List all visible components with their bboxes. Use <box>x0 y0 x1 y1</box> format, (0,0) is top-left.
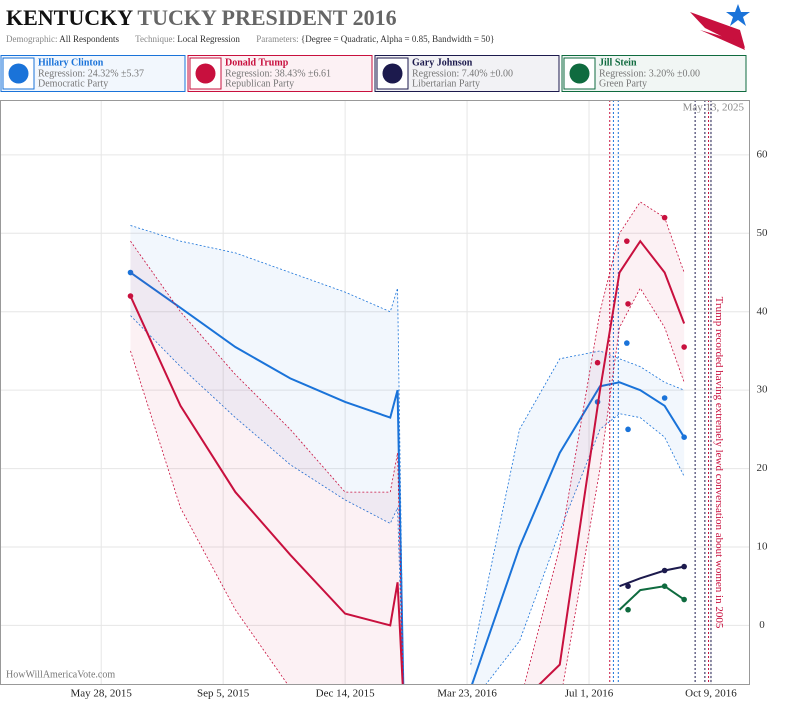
x-tick-label: Jul 1, 2016 <box>565 688 614 700</box>
confidence-band <box>130 225 404 685</box>
logo <box>690 4 750 50</box>
x-tick-label: Mar 23, 2016 <box>437 688 497 700</box>
legend-icon-mark <box>382 63 403 84</box>
y-tick-label: 50 <box>757 227 769 239</box>
legend-party: Libertarian Party <box>412 78 480 89</box>
poll-point <box>625 583 631 589</box>
poll-point <box>681 596 687 603</box>
trend-line <box>618 585 685 611</box>
plot <box>127 100 712 685</box>
trend-line <box>537 239 686 685</box>
band-edge <box>130 315 404 685</box>
poll-point <box>681 563 687 570</box>
y-tick-label: 20 <box>757 462 769 474</box>
legend-party: Democratic Party <box>38 78 108 89</box>
poll-point <box>625 606 631 613</box>
legend-regression: Regression: 24.32% ±5.37 <box>38 68 144 79</box>
confidence-band <box>524 201 685 685</box>
poll-point <box>681 434 687 440</box>
x-tick-label: May 28, 2015 <box>71 688 133 700</box>
poll-point <box>127 269 134 276</box>
plot-frame <box>0 100 750 685</box>
legend-icon-mark <box>195 63 216 84</box>
y-tick-label: 60 <box>757 148 769 160</box>
confidence-band <box>130 241 404 685</box>
legend-icon-mark <box>8 63 29 84</box>
poll-point <box>661 567 668 574</box>
band-edge <box>470 350 685 665</box>
poll-point <box>661 583 668 589</box>
trend-line <box>129 295 404 685</box>
label: Demographic: <box>6 34 57 44</box>
poll-point <box>127 293 134 299</box>
trend-line <box>129 271 405 685</box>
trend-line <box>470 381 685 685</box>
subtitle: Demographic: All Respondents Technique: … <box>6 34 495 44</box>
watermark: HowWillAmericaVote.com <box>6 669 115 680</box>
poll-point <box>594 359 601 366</box>
legend-regression: Regression: 38.43% ±6.61 <box>225 68 331 79</box>
poll-point <box>625 301 631 307</box>
poll-point <box>624 238 630 244</box>
trend-line <box>619 565 685 588</box>
title: KENTUCKY TUCKY PRESIDENT 2016 <box>6 5 397 30</box>
x-tick-label: Oct 9, 2016 <box>685 688 737 700</box>
title-rest: TUCKY PRESIDENT 2016 <box>137 5 396 30</box>
legend-name: Jill Stein <box>599 57 637 68</box>
poll-point <box>661 214 668 221</box>
band-edge <box>562 287 685 685</box>
date-label: May 13, 2025 <box>683 102 745 114</box>
value: Local Regression <box>177 34 240 44</box>
legend-regression: Regression: 7.40% ±0.00 <box>412 68 513 79</box>
legend-party: Republican Party <box>225 78 294 89</box>
label: Technique: <box>135 34 175 44</box>
poll-point <box>681 344 687 350</box>
legend-name: Donald Trump <box>225 57 289 68</box>
band-edge <box>130 225 404 685</box>
event-label: Trump recorded having extremely lewd con… <box>713 297 725 629</box>
value: {Degree = Quadratic, Alpha = 0.85, Bandw… <box>301 34 495 44</box>
band-edge <box>130 240 404 685</box>
title-bold: KENTUCKY <box>6 5 133 30</box>
poll-point <box>661 395 668 401</box>
x-tick-label: Dec 14, 2015 <box>316 688 375 700</box>
y-tick-label: 0 <box>759 619 765 631</box>
x-tick-label: Sep 5, 2015 <box>197 688 250 700</box>
band-edge <box>523 201 685 685</box>
confidence-band <box>470 350 685 685</box>
y-tick-label: 30 <box>757 384 769 396</box>
legend-name: Hillary Clinton <box>38 57 104 68</box>
legend-icon-mark <box>569 63 590 84</box>
label: Parameters: <box>256 34 298 44</box>
y-tick-label: 40 <box>757 305 769 317</box>
value: All Respondents <box>59 34 119 44</box>
poll-point <box>625 426 631 433</box>
legend-regression: Regression: 3.20% ±0.00 <box>599 68 700 79</box>
legend-name: Gary Johnson <box>412 57 473 68</box>
legend-party: Green Party <box>599 78 647 89</box>
y-tick-label: 10 <box>757 541 769 553</box>
poll-point <box>624 340 630 346</box>
